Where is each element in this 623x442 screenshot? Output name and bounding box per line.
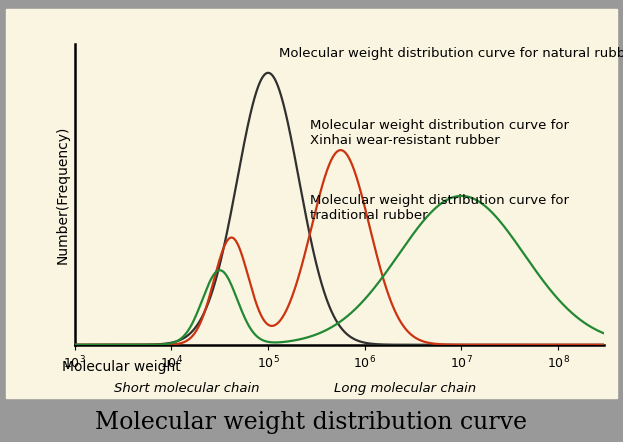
Text: Short molecular chain: Short molecular chain [114, 382, 260, 395]
Text: Molecular weight distribution curve for natural rubber: Molecular weight distribution curve for … [278, 47, 623, 60]
Text: Molecular weight: Molecular weight [62, 360, 181, 374]
Y-axis label: Number(Frequency): Number(Frequency) [55, 125, 69, 264]
Text: Molecular weight distribution curve for
traditional rubber: Molecular weight distribution curve for … [310, 194, 569, 222]
Text: Long molecular chain: Long molecular chain [334, 382, 476, 395]
Text: Molecular weight distribution curve for
Xinhai wear-resistant rubber: Molecular weight distribution curve for … [310, 119, 569, 147]
Text: Molecular weight distribution curve: Molecular weight distribution curve [95, 411, 528, 434]
